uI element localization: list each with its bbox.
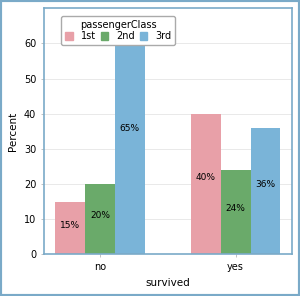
Bar [191,114,221,255]
Bar [250,128,280,255]
Text: 36%: 36% [255,180,275,189]
Y-axis label: Percent: Percent [8,112,18,151]
Text: 40%: 40% [196,173,216,182]
Legend: 1st, 2nd, 3rd: 1st, 2nd, 3rd [61,16,175,45]
Bar [55,202,85,255]
Text: 24%: 24% [226,204,246,213]
Text: 20%: 20% [90,211,110,220]
X-axis label: survived: survived [146,278,190,288]
Bar [85,184,115,255]
Text: 65%: 65% [120,124,140,133]
Bar [115,26,145,255]
Bar [221,170,250,255]
Text: 15%: 15% [60,221,80,230]
